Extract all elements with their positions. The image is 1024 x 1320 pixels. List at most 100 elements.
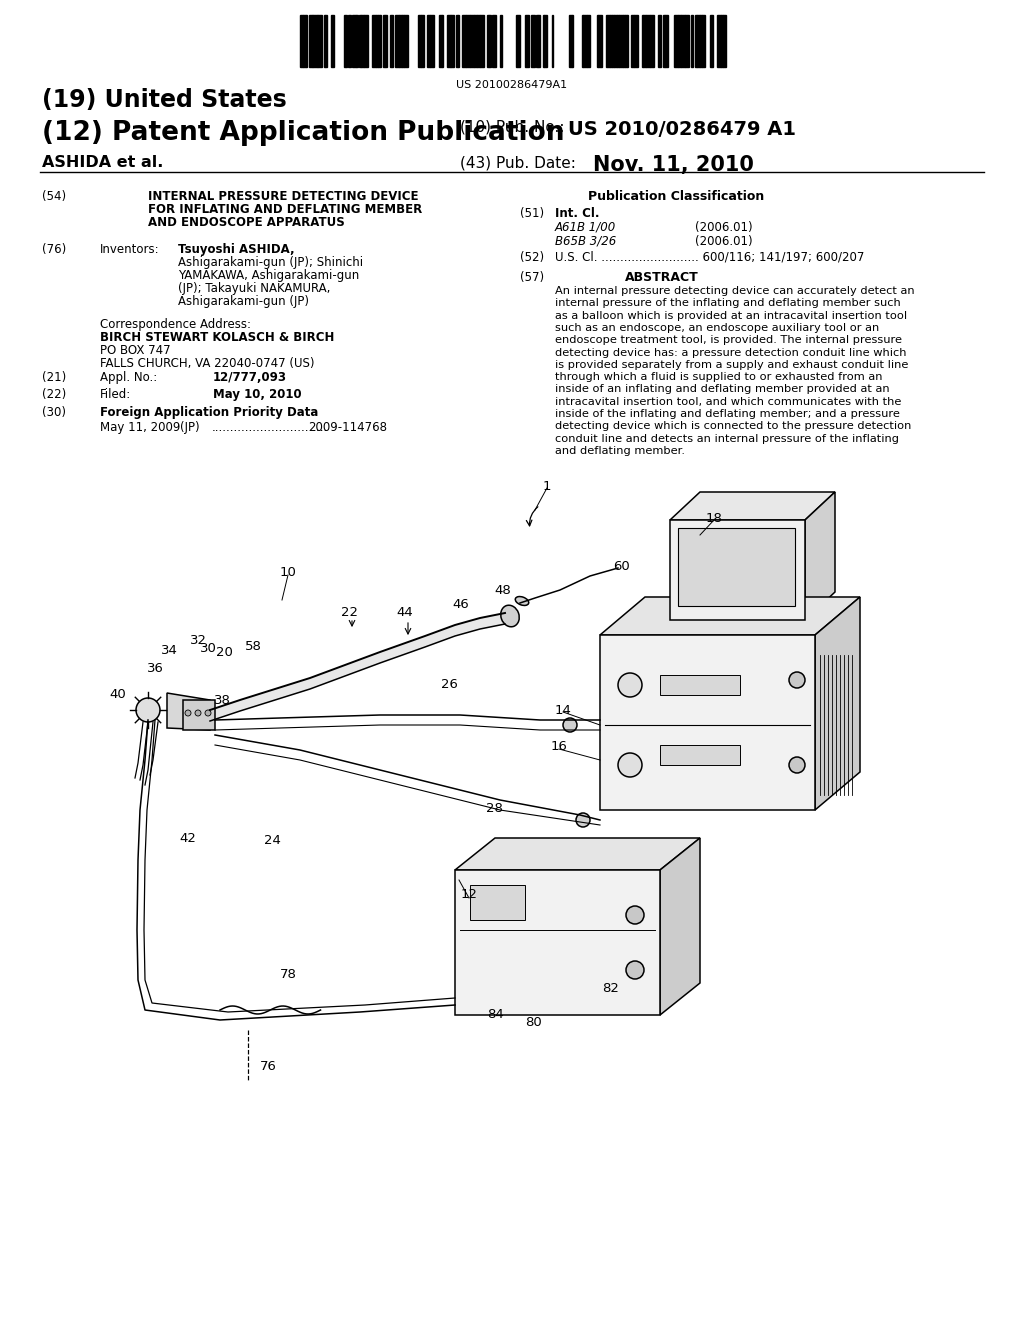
Text: An internal pressure detecting device can accurately detect an: An internal pressure detecting device ca… — [555, 286, 914, 296]
Bar — [717, 15, 721, 67]
Bar — [678, 528, 795, 606]
Text: 36: 36 — [146, 663, 164, 676]
Polygon shape — [480, 612, 505, 630]
Bar — [700, 15, 702, 67]
Circle shape — [563, 718, 577, 733]
Text: May 10, 2010: May 10, 2010 — [213, 388, 302, 401]
Text: 24: 24 — [263, 833, 281, 846]
Ellipse shape — [515, 597, 528, 606]
Bar — [489, 15, 490, 67]
Bar — [480, 15, 484, 67]
Bar — [439, 15, 442, 67]
Text: Inventors:: Inventors: — [100, 243, 160, 256]
Bar — [430, 15, 434, 67]
Text: YAMAKAWA, Ashigarakami-gun: YAMAKAWA, Ashigarakami-gun — [178, 269, 359, 282]
Polygon shape — [660, 838, 700, 1015]
Circle shape — [790, 672, 805, 688]
Bar — [395, 15, 399, 67]
Bar — [678, 15, 681, 67]
Text: (10) Pub. No.:: (10) Pub. No.: — [460, 120, 564, 135]
Text: (12) Patent Application Publication: (12) Patent Application Publication — [42, 120, 564, 147]
Bar — [376, 15, 378, 67]
Polygon shape — [455, 838, 700, 870]
Bar — [618, 15, 623, 67]
Bar — [421, 15, 424, 67]
Text: ABSTRACT: ABSTRACT — [625, 271, 698, 284]
Bar — [462, 15, 466, 67]
Bar — [658, 15, 662, 67]
Bar — [470, 884, 525, 920]
Text: Ashigarakami-gun (JP): Ashigarakami-gun (JP) — [178, 294, 309, 308]
Ellipse shape — [501, 605, 519, 627]
Text: (76): (76) — [42, 243, 67, 256]
Text: (51): (51) — [520, 207, 544, 220]
Bar — [359, 15, 361, 67]
Text: 32: 32 — [189, 634, 207, 647]
Bar — [183, 700, 215, 730]
Text: 38: 38 — [214, 693, 230, 706]
Text: May 11, 2009: May 11, 2009 — [100, 421, 180, 434]
Bar — [646, 15, 650, 67]
Polygon shape — [700, 620, 765, 635]
Bar — [583, 15, 587, 67]
Text: INTERNAL PRESSURE DETECTING DEVICE: INTERNAL PRESSURE DETECTING DEVICE — [148, 190, 419, 203]
Text: (JP); Takayuki NAKAMURA,: (JP); Takayuki NAKAMURA, — [178, 282, 331, 294]
Bar — [634, 15, 638, 67]
Text: 76: 76 — [259, 1060, 276, 1073]
Polygon shape — [600, 597, 860, 635]
Text: is provided separately from a supply and exhaust conduit line: is provided separately from a supply and… — [555, 360, 908, 370]
Bar — [455, 870, 660, 1015]
Text: 80: 80 — [524, 1015, 542, 1028]
Text: ...............................: ............................... — [212, 421, 329, 434]
Bar — [600, 635, 815, 810]
Text: Filed:: Filed: — [100, 388, 131, 401]
Text: 48: 48 — [495, 583, 511, 597]
Polygon shape — [670, 492, 835, 520]
Text: 12: 12 — [461, 888, 477, 902]
Text: 12/777,093: 12/777,093 — [213, 371, 287, 384]
Bar — [325, 15, 327, 67]
Bar — [451, 15, 454, 67]
Text: 82: 82 — [602, 982, 620, 994]
Polygon shape — [210, 700, 240, 721]
Bar — [606, 15, 610, 67]
Bar — [544, 15, 547, 67]
Bar — [536, 15, 538, 67]
Bar — [385, 15, 387, 67]
Bar — [625, 15, 627, 67]
Bar — [303, 15, 306, 67]
Bar — [697, 15, 700, 67]
Text: (30): (30) — [42, 407, 66, 418]
Bar — [356, 15, 358, 67]
Bar — [614, 15, 617, 67]
Bar — [318, 15, 322, 67]
Bar — [352, 15, 356, 67]
Text: (19) United States: (19) United States — [42, 88, 287, 112]
Bar — [344, 15, 347, 67]
Bar — [404, 15, 408, 67]
Polygon shape — [380, 636, 425, 663]
Bar — [631, 15, 634, 67]
Text: (57): (57) — [520, 271, 544, 284]
Text: Publication Classification: Publication Classification — [588, 190, 764, 203]
Text: intracavital insertion tool, and which communicates with the: intracavital insertion tool, and which c… — [555, 397, 901, 407]
Text: AND ENDOSCOPE APPARATUS: AND ENDOSCOPE APPARATUS — [148, 216, 345, 228]
Bar — [456, 15, 458, 67]
Bar — [466, 15, 470, 67]
Bar — [500, 15, 502, 67]
Bar — [477, 15, 480, 67]
Bar — [331, 15, 334, 67]
Text: 78: 78 — [280, 969, 296, 982]
Text: Correspondence Address:: Correspondence Address: — [100, 318, 251, 331]
Text: endoscope treatment tool, is provided. The internal pressure: endoscope treatment tool, is provided. T… — [555, 335, 902, 346]
Text: FOR INFLATING AND DEFLATING MEMBER: FOR INFLATING AND DEFLATING MEMBER — [148, 203, 422, 216]
Text: (22): (22) — [42, 388, 67, 401]
Circle shape — [185, 710, 191, 715]
Bar — [665, 15, 668, 67]
Bar — [721, 15, 723, 67]
Text: 22: 22 — [341, 606, 358, 619]
Bar — [309, 15, 312, 67]
Bar — [390, 15, 393, 67]
Bar — [674, 15, 678, 67]
Text: 2009-114768: 2009-114768 — [308, 421, 387, 434]
